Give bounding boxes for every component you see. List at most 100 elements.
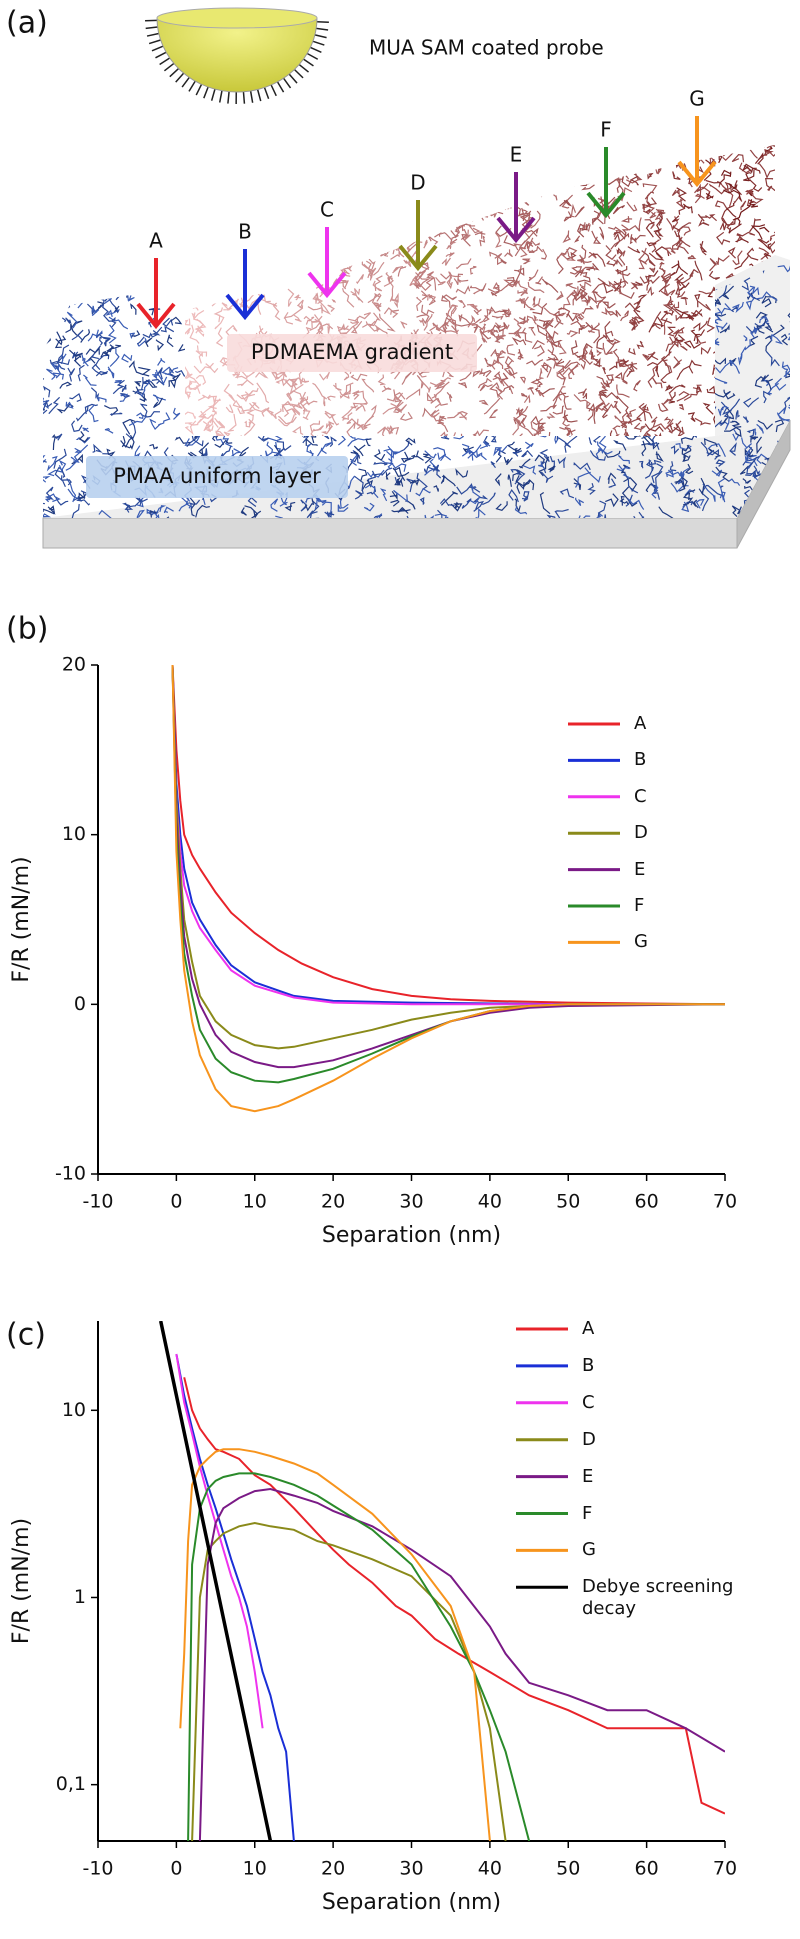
chain	[420, 290, 429, 301]
chain	[262, 415, 274, 423]
chain	[168, 264, 178, 275]
chain	[134, 445, 141, 458]
chain	[209, 260, 224, 267]
chain	[325, 167, 336, 182]
chain	[295, 252, 307, 267]
chain	[703, 378, 711, 394]
chain	[300, 157, 310, 165]
chain	[642, 352, 656, 361]
chain	[386, 425, 394, 433]
chain	[48, 396, 61, 415]
chain	[565, 282, 577, 290]
chain	[135, 386, 146, 403]
chain	[472, 198, 486, 211]
chain	[645, 221, 655, 238]
chain	[679, 311, 691, 319]
chain	[392, 266, 404, 274]
hair	[175, 72, 185, 83]
chain	[390, 461, 407, 472]
chain	[154, 514, 168, 518]
chain	[150, 326, 163, 336]
legend-label: E	[582, 1465, 594, 1487]
chain	[249, 259, 257, 267]
chain	[373, 302, 382, 312]
chain	[58, 245, 64, 256]
chain	[290, 149, 302, 159]
arrow-letter: E	[510, 143, 523, 167]
chain	[230, 260, 242, 265]
chain	[458, 382, 468, 389]
chain	[754, 376, 765, 388]
chain	[648, 252, 665, 261]
chain	[157, 412, 171, 426]
chain	[96, 301, 106, 312]
chain	[688, 296, 697, 305]
chain	[413, 282, 422, 290]
chain	[425, 145, 433, 148]
chain	[570, 340, 579, 356]
chain	[138, 496, 143, 506]
chain	[500, 372, 509, 383]
chain	[390, 236, 398, 255]
chain	[65, 456, 78, 471]
chain	[507, 474, 512, 487]
chain	[172, 295, 183, 302]
chain	[217, 231, 230, 245]
chain	[278, 415, 297, 425]
chain	[711, 469, 723, 477]
chain	[575, 438, 583, 445]
chain	[698, 477, 706, 496]
chain	[152, 372, 159, 380]
chain	[367, 292, 382, 304]
chain	[305, 437, 318, 446]
chain	[577, 515, 591, 518]
chain	[414, 145, 421, 149]
chain	[542, 432, 551, 436]
chain	[433, 485, 439, 492]
chain	[455, 468, 469, 478]
chain	[455, 318, 481, 327]
chain	[84, 403, 98, 415]
chain	[188, 361, 202, 370]
chain	[208, 145, 221, 148]
chain	[702, 406, 717, 420]
chain	[619, 287, 635, 299]
chain	[390, 499, 400, 507]
chain	[479, 308, 494, 324]
chain	[546, 174, 558, 184]
chain	[419, 497, 425, 505]
chain	[716, 231, 731, 246]
chain	[110, 316, 117, 328]
chain	[261, 306, 270, 315]
chain	[573, 462, 591, 471]
chain	[224, 173, 237, 184]
chain	[519, 376, 526, 384]
chain	[114, 274, 125, 281]
chain	[129, 332, 135, 340]
chain	[46, 271, 58, 280]
chain	[495, 445, 508, 456]
chain	[293, 294, 301, 301]
chain	[664, 422, 674, 434]
chain	[230, 191, 248, 198]
chain	[352, 202, 362, 213]
chain	[643, 406, 649, 421]
chain	[211, 214, 230, 226]
chain	[532, 302, 548, 315]
chain	[421, 304, 430, 325]
chain	[108, 324, 117, 344]
chain	[679, 282, 690, 291]
chain	[277, 276, 289, 287]
chain	[705, 484, 725, 497]
chain	[712, 357, 727, 365]
chain	[760, 374, 770, 382]
chain	[223, 214, 233, 226]
chain	[540, 185, 552, 194]
chain	[461, 498, 472, 509]
legend-label: B	[582, 1354, 595, 1376]
chain	[300, 209, 314, 220]
chain	[618, 229, 629, 240]
chain	[298, 209, 309, 223]
chain	[575, 497, 584, 506]
chain	[570, 320, 586, 328]
